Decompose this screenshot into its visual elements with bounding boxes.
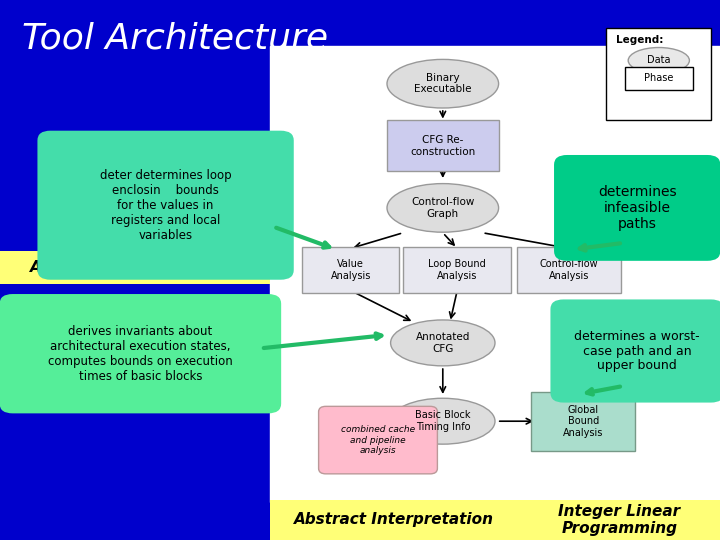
Text: Annotated
CFG: Annotated CFG (415, 332, 470, 354)
Text: Basic Block
Timing Info: Basic Block Timing Info (415, 410, 471, 432)
Text: CFG Re-
construction: CFG Re- construction (410, 135, 475, 157)
FancyBboxPatch shape (625, 67, 693, 90)
Ellipse shape (391, 399, 495, 444)
Text: deter determines loop
enclosin    bounds
for the values in
registers and local
v: deter determines loop enclosin bounds fo… (100, 168, 231, 242)
Text: derives invariants about
architectural execution states,
computes bounds on exec: derives invariants about architectural e… (48, 325, 233, 383)
FancyBboxPatch shape (0, 251, 270, 284)
Text: Value
Analysis: Value Analysis (330, 259, 371, 281)
FancyBboxPatch shape (302, 247, 399, 293)
Text: Data: Data (647, 56, 670, 65)
FancyBboxPatch shape (531, 392, 636, 451)
Text: Global
Bound
Analysis: Global Bound Analysis (563, 404, 603, 438)
FancyBboxPatch shape (387, 120, 498, 172)
FancyBboxPatch shape (606, 28, 711, 120)
Text: determines
infeasible
paths: determines infeasible paths (598, 185, 677, 231)
Text: combined cache
and pipeline
analysis: combined cache and pipeline analysis (341, 425, 415, 455)
FancyBboxPatch shape (517, 247, 621, 293)
Text: Phase: Phase (644, 73, 673, 83)
FancyBboxPatch shape (319, 406, 438, 474)
Text: Binary
Executable: Binary Executable (414, 73, 472, 94)
Text: Abstract Interpretation: Abstract Interpretation (294, 512, 494, 527)
Text: Legend:: Legend: (616, 35, 663, 45)
Ellipse shape (387, 184, 498, 232)
FancyBboxPatch shape (270, 46, 720, 502)
FancyBboxPatch shape (518, 500, 720, 540)
FancyBboxPatch shape (550, 299, 720, 403)
Text: Abstract Interpretations: Abstract Interpretations (30, 260, 240, 275)
Ellipse shape (628, 48, 690, 73)
FancyBboxPatch shape (554, 155, 720, 261)
FancyBboxPatch shape (403, 247, 511, 293)
Text: Integer Linear
Programming: Integer Linear Programming (558, 503, 680, 536)
Ellipse shape (391, 320, 495, 366)
Ellipse shape (387, 59, 498, 108)
Text: Loop Bound
Analysis: Loop Bound Analysis (428, 259, 486, 281)
Text: determines a worst-
case path and an
upper bound: determines a worst- case path and an upp… (575, 329, 700, 373)
Text: Control-flow
Graph: Control-flow Graph (411, 197, 474, 219)
FancyBboxPatch shape (270, 500, 518, 540)
FancyBboxPatch shape (37, 131, 294, 280)
FancyBboxPatch shape (0, 294, 281, 414)
Text: Tool Architecture: Tool Architecture (22, 22, 328, 56)
Text: Control-flow
Analysis: Control-flow Analysis (539, 259, 598, 281)
